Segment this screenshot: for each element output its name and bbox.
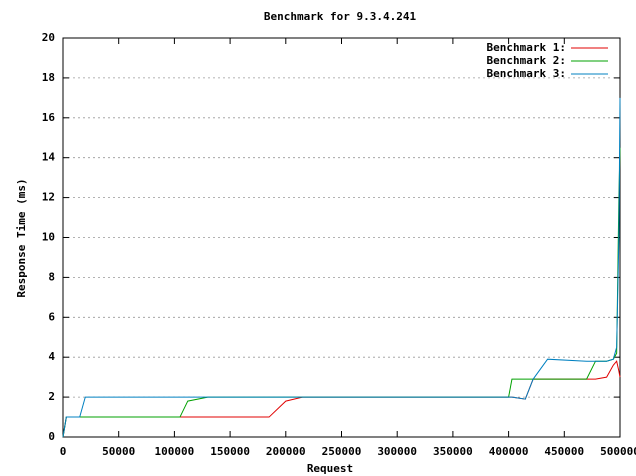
y-tick-label: 4 [48, 350, 55, 363]
x-tick-label: 250000 [322, 445, 362, 458]
x-tick-label: 300000 [377, 445, 417, 458]
y-tick-label: 8 [48, 270, 55, 283]
y-tick-label: 14 [42, 151, 56, 164]
chart-title: Benchmark for 9.3.4.241 [264, 10, 417, 23]
y-tick-label: 12 [42, 191, 55, 204]
x-tick-label: 100000 [155, 445, 195, 458]
x-tick-label: 400000 [489, 445, 529, 458]
legend-label: Benchmark 2: [487, 54, 566, 67]
legend-label: Benchmark 3: [487, 67, 566, 80]
x-tick-label: 200000 [266, 445, 306, 458]
y-tick-label: 18 [42, 71, 55, 84]
x-tick-label: 0 [60, 445, 67, 458]
x-tick-label: 450000 [544, 445, 584, 458]
y-tick-label: 16 [42, 111, 56, 124]
series-line [62, 97, 621, 438]
y-tick-label: 2 [48, 390, 55, 403]
x-tick-label: 50000 [102, 445, 135, 458]
y-tick-label: 0 [48, 430, 55, 443]
y-tick-label: 6 [48, 310, 55, 323]
y-tick-label: 20 [42, 31, 55, 44]
x-tick-label: 350000 [433, 445, 473, 458]
y-axis-label: Response Time (ms) [15, 178, 28, 297]
y-tick-label: 10 [42, 231, 55, 244]
x-axis-label: Request [307, 462, 353, 475]
legend-label: Benchmark 1: [487, 41, 566, 54]
x-tick-label: 150000 [210, 445, 250, 458]
x-tick-label: 500000 [600, 445, 636, 458]
plot-frame [62, 37, 621, 438]
